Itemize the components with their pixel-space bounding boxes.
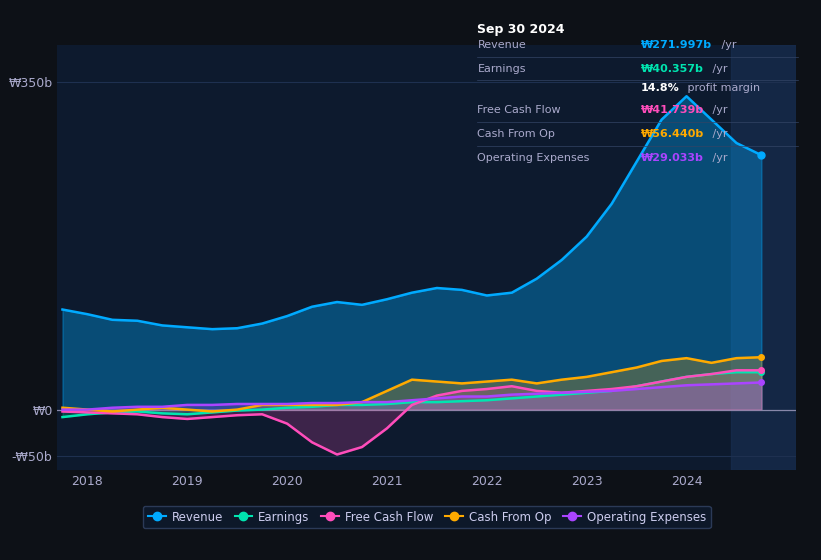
Text: /yr: /yr [718, 40, 736, 50]
Text: ₩41.739b: ₩41.739b [641, 105, 704, 115]
Bar [732, 45, 796, 470]
Text: Cash From Op: Cash From Op [478, 129, 555, 139]
Text: ₩29.033b: ₩29.033b [641, 153, 704, 163]
Text: Sep 30 2024: Sep 30 2024 [478, 23, 565, 36]
Text: /yr: /yr [709, 64, 727, 74]
Text: /yr: /yr [709, 105, 727, 115]
Text: ₩56.440b: ₩56.440b [641, 129, 704, 139]
Text: ₩40.357b: ₩40.357b [641, 64, 704, 74]
Text: Earnings: Earnings [478, 64, 526, 74]
Text: /yr: /yr [709, 129, 727, 139]
Text: 14.8%: 14.8% [641, 83, 680, 93]
Text: /yr: /yr [709, 153, 727, 163]
Text: profit margin: profit margin [684, 83, 759, 93]
Text: Revenue: Revenue [478, 40, 526, 50]
Text: ₩271.997b: ₩271.997b [641, 40, 712, 50]
Text: Operating Expenses: Operating Expenses [478, 153, 589, 163]
Text: Free Cash Flow: Free Cash Flow [478, 105, 561, 115]
Legend: Revenue, Earnings, Free Cash Flow, Cash From Op, Operating Expenses: Revenue, Earnings, Free Cash Flow, Cash … [143, 506, 711, 528]
